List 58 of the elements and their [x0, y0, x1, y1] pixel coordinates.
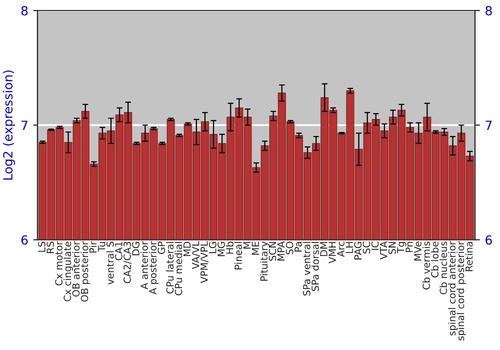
x-tick-label: ventral S [106, 242, 114, 284]
x-tick-label: CA1 [115, 242, 122, 260]
x-tick-label: Pn [406, 242, 413, 252]
x-tick-label: Tu [98, 242, 106, 252]
y-tick-label: 7 [22, 120, 28, 130]
x-tick-label: Retina [465, 242, 473, 272]
y2-tick-label: 7 [486, 120, 492, 130]
x-tick-label: CPu medial [174, 242, 182, 296]
x-tick-label: DM [320, 242, 328, 256]
x-tick-label: VMH [328, 242, 336, 264]
x-tick-label: Cb lobe [430, 242, 439, 278]
x-tick-label: A anterior [140, 241, 148, 290]
x-tick-label: spinal cord posterior [456, 241, 466, 340]
x-tick-label: Cb vermis [422, 242, 430, 290]
x-tick-label: CA2/CA3 [124, 242, 132, 284]
y-tick-label: 6 [21, 235, 28, 245]
x-tick-label: M [243, 242, 250, 249]
x-tick-label: VTA [380, 241, 388, 260]
x-tick-label: SC [362, 242, 370, 254]
x-tick-label: Cx cingulate [64, 242, 73, 302]
x-tick-label: RS [46, 242, 54, 254]
x-tick-label: PAG [354, 242, 362, 260]
y2-tick-label: 6 [486, 235, 492, 245]
x-tick-label: SO [286, 242, 294, 254]
y2-tick-label: 8 [486, 6, 492, 16]
x-tick-label: VPM/VPL [200, 241, 209, 284]
x-tick-label: IC [371, 242, 379, 250]
x-tick-label: Tg [397, 242, 406, 254]
x-tick-label: Pituitary [260, 241, 270, 281]
x-tick-label: MD [183, 242, 191, 256]
y-axis-title: Log2 (expression) [2, 70, 15, 180]
x-tick-label: VA/VL [192, 241, 200, 270]
x-tick-label: Cx motor [55, 241, 63, 286]
x-tick-label: A posterior [149, 241, 158, 294]
x-tick-label: Cb nucleus [440, 242, 448, 294]
x-tick-label: SCN [268, 242, 276, 261]
x-tick-label: OB posterior [80, 241, 90, 302]
x-tick-label: Pa [294, 242, 302, 252]
x-tick-label: MPA [277, 241, 285, 260]
x-tick-label: Pineal [234, 242, 242, 270]
x-tick-label: LH [346, 242, 353, 253]
x-tick-label: SPa dorsal [311, 242, 319, 291]
x-tick-label: Hb [226, 242, 234, 254]
x-tick-label: Pir [89, 241, 97, 253]
x-tick-label: DG [132, 242, 140, 256]
x-tick-label: MG [218, 242, 225, 256]
x-tick-label: Arc [337, 242, 345, 257]
y-tick-label: 8 [21, 6, 28, 16]
x-tick-label: LS [38, 242, 46, 252]
x-tick-label: MVe [414, 242, 422, 260]
x-tick-label: spinal cord anterior [448, 241, 458, 336]
x-tick-label: OB anterior [72, 241, 80, 297]
x-tick-label: CPu lateral [166, 242, 174, 294]
x-tick-label: SPa ventral [302, 242, 310, 296]
x-tick-label: SN [388, 242, 396, 254]
x-tick-label: LG [208, 242, 216, 254]
x-tick-label: ME [252, 242, 259, 255]
x-tick-label: GP [158, 241, 166, 254]
